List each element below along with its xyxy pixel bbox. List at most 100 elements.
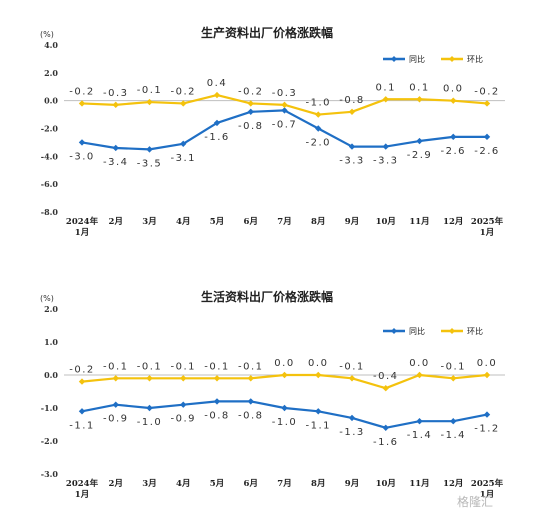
data-point — [112, 101, 119, 109]
data-point — [180, 401, 187, 408]
data-point — [281, 371, 288, 379]
data-point — [146, 404, 153, 412]
legend-marker — [449, 328, 455, 334]
data-label: -1.6 — [373, 437, 399, 448]
data-label: -0.3 — [272, 88, 298, 99]
x-tick-label: 12月 — [443, 479, 463, 489]
x-tick-label: 4月 — [176, 217, 190, 227]
data-label: -0.8 — [204, 410, 230, 421]
data-label: -0.1 — [440, 361, 466, 372]
data-point — [213, 91, 221, 99]
data-point — [315, 408, 322, 415]
data-label: -0.2 — [170, 86, 196, 97]
y-tick-label: -3.0 — [41, 469, 59, 479]
x-tick-label: 2月 — [109, 479, 123, 489]
data-point — [348, 414, 356, 422]
y-tick-label: 1.0 — [44, 337, 58, 347]
data-point — [180, 100, 187, 107]
data-label: -0.8 — [339, 95, 365, 106]
x-tick-label: 6月 — [244, 479, 258, 489]
data-label: -0.1 — [238, 361, 264, 372]
data-label: -1.1 — [305, 420, 331, 431]
data-point — [348, 143, 356, 150]
x-tick-label: 2025年 1月 — [471, 216, 504, 238]
x-tick-label: 3月 — [142, 217, 156, 227]
data-point — [247, 108, 254, 115]
data-label: -3.3 — [339, 156, 365, 167]
data-point — [78, 100, 86, 107]
data-point — [450, 375, 457, 382]
data-point — [112, 375, 119, 382]
data-point — [315, 371, 322, 379]
y-tick-label: -8.0 — [41, 207, 59, 217]
y-tick-label: -2.0 — [41, 436, 59, 446]
data-label: -3.1 — [170, 153, 196, 164]
data-point — [315, 125, 322, 132]
data-label: -2.6 — [474, 146, 500, 157]
data-point — [416, 137, 423, 145]
data-point — [483, 371, 491, 379]
x-tick-label: 5月 — [210, 479, 224, 489]
data-point — [382, 96, 389, 103]
data-label: -2.6 — [440, 146, 466, 157]
data-label: -2.9 — [407, 150, 433, 161]
data-label: -0.8 — [238, 410, 264, 421]
data-label: -0.1 — [339, 361, 365, 372]
data-point — [281, 404, 288, 412]
x-tick-label: 7月 — [277, 479, 291, 489]
y-tick-label: 0.0 — [44, 370, 58, 380]
legend-marker — [449, 56, 455, 62]
data-label: 0.0 — [308, 358, 328, 369]
data-label: 0.4 — [207, 78, 227, 89]
x-tick-label: 11月 — [409, 217, 429, 227]
data-point — [112, 401, 119, 408]
x-tick-label: 2月 — [109, 217, 123, 227]
legend-label: 同比 — [409, 54, 425, 64]
data-label: -1.1 — [69, 420, 95, 431]
data-label: -0.3 — [103, 88, 129, 99]
y-tick-label: 2.0 — [44, 304, 58, 314]
data-point — [450, 97, 457, 104]
data-label: -0.2 — [474, 86, 500, 97]
chart-title: 生活资料出厂价格涨跌幅 — [201, 289, 333, 304]
legend-label: 环比 — [467, 54, 483, 64]
data-label: 0.0 — [274, 358, 294, 369]
legend-label: 环比 — [467, 326, 483, 336]
data-label: -1.3 — [339, 427, 365, 438]
data-label: -0.7 — [272, 119, 298, 130]
data-point — [483, 411, 491, 418]
x-tick-label: 4月 — [176, 479, 190, 489]
data-point — [146, 375, 153, 382]
data-label: -0.4 — [373, 371, 399, 382]
data-label: -3.3 — [373, 156, 399, 167]
data-label: 0.1 — [376, 82, 396, 93]
data-label: -2.0 — [305, 138, 331, 149]
data-label: 0.1 — [409, 82, 429, 93]
data-point — [247, 100, 254, 107]
data-label: -0.1 — [204, 361, 230, 372]
data-point — [483, 100, 491, 107]
x-tick-label: 7月 — [277, 217, 291, 227]
data-point — [247, 375, 254, 382]
data-point — [315, 111, 322, 118]
x-tick-label: 11月 — [409, 479, 429, 489]
legend-marker — [391, 56, 397, 62]
data-point — [78, 139, 86, 146]
x-tick-label: 8月 — [311, 217, 325, 227]
data-label: -0.1 — [103, 361, 129, 372]
y-tick-label: -1.0 — [41, 403, 59, 413]
x-tick-label: 3月 — [142, 479, 156, 489]
x-tick-label: 9月 — [345, 217, 359, 227]
y-tick-label: -6.0 — [41, 179, 59, 189]
data-point — [450, 133, 457, 141]
x-tick-label: 8月 — [311, 479, 325, 489]
data-label: -1.0 — [305, 98, 331, 109]
data-label: -0.1 — [137, 85, 163, 96]
data-label: -1.6 — [204, 132, 230, 143]
data-label: -0.2 — [69, 365, 95, 376]
data-label: -1.0 — [137, 417, 163, 428]
legend-label: 同比 — [409, 326, 425, 336]
x-tick-label: 9月 — [345, 479, 359, 489]
x-tick-label: 10月 — [376, 217, 396, 227]
